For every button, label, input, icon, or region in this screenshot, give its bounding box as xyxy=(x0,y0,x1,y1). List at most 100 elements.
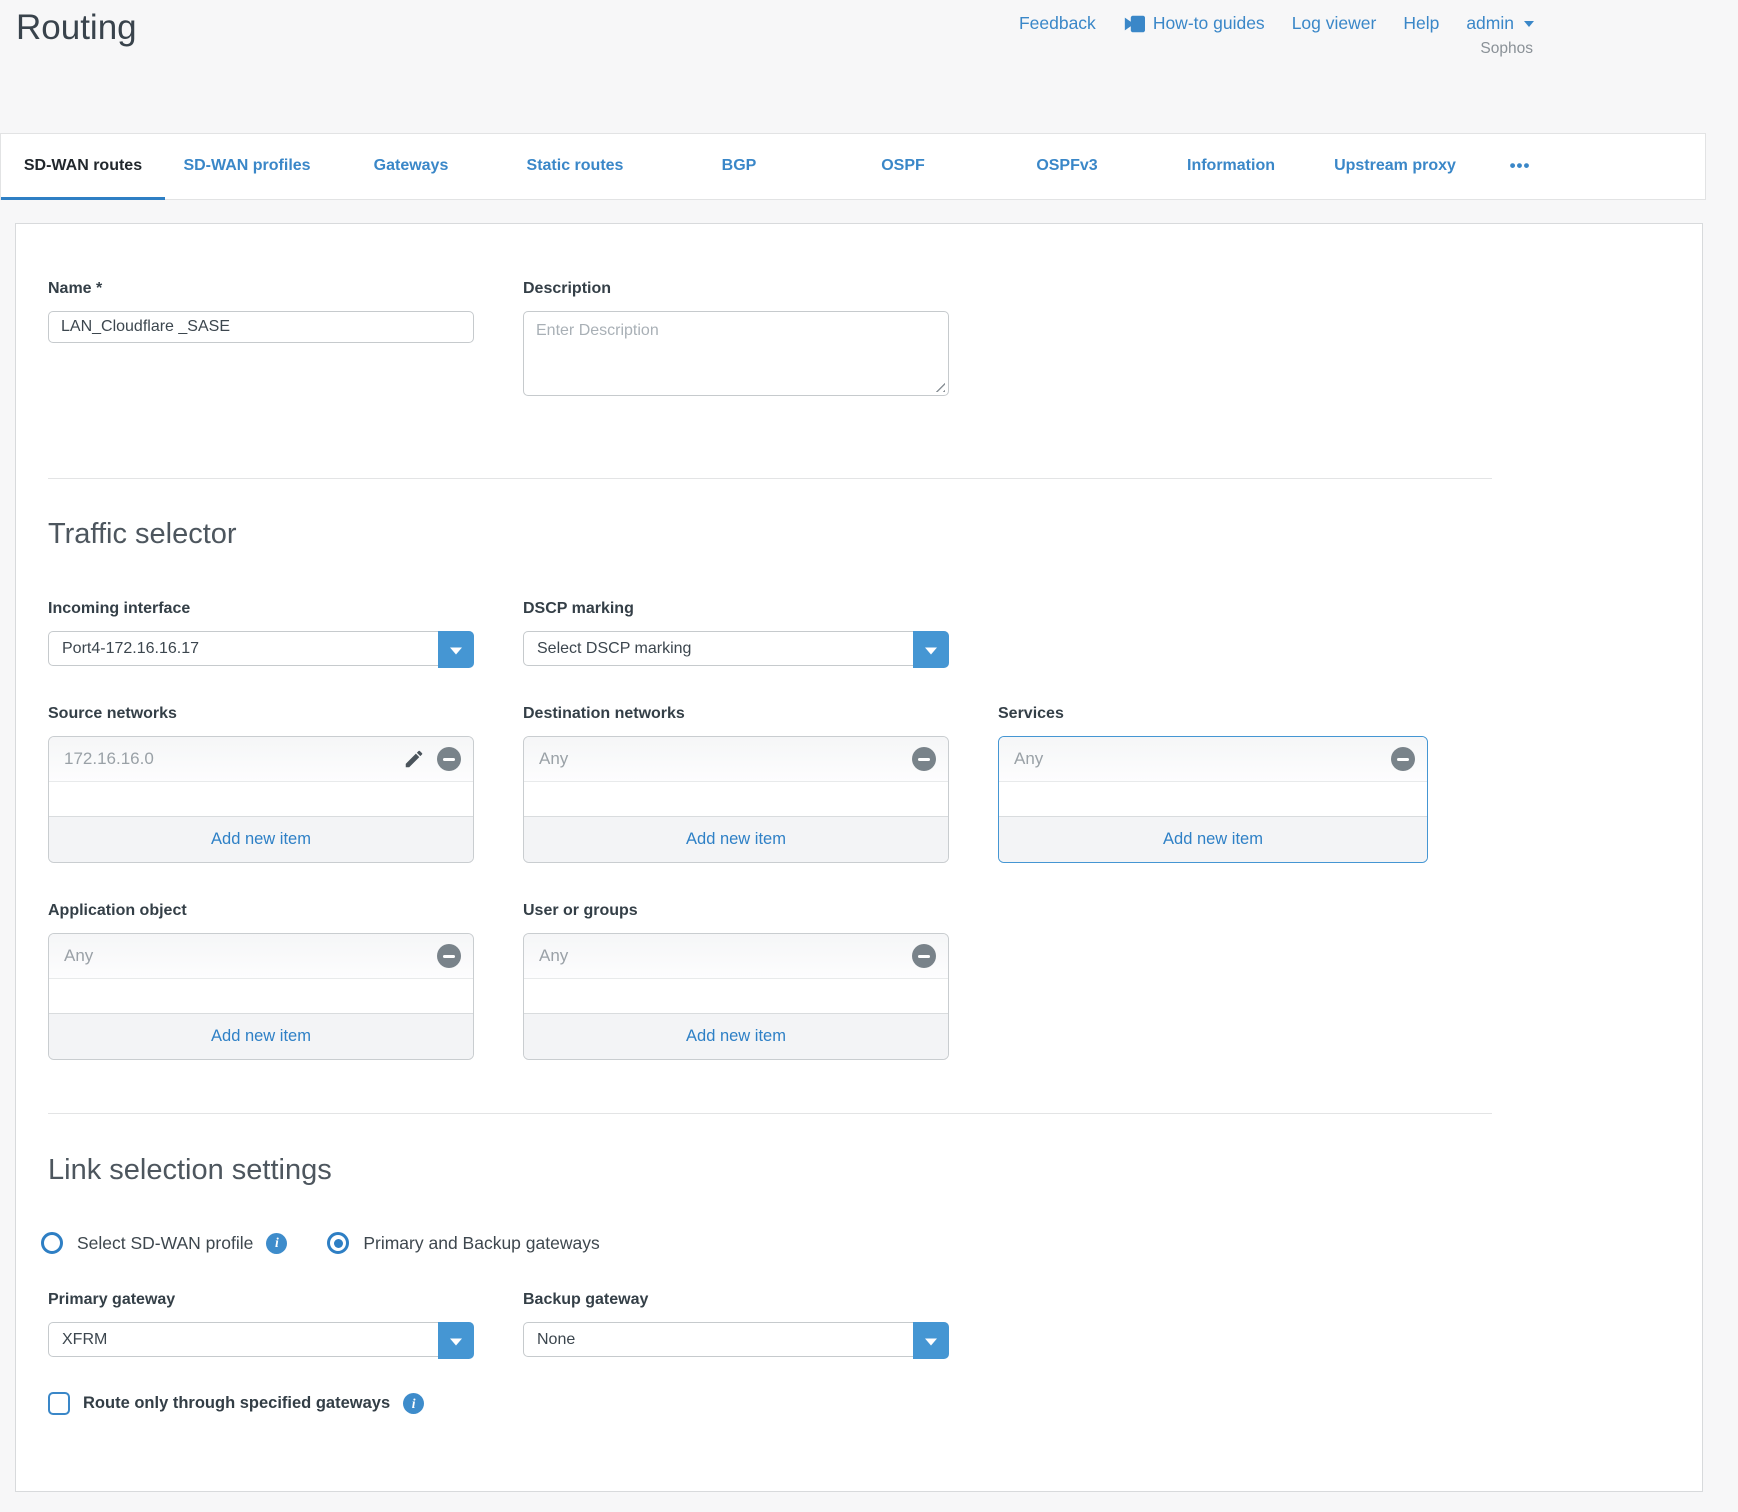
info-icon[interactable]: i xyxy=(403,1393,425,1414)
videocam-icon xyxy=(1123,15,1145,33)
log-viewer-label: Log viewer xyxy=(1291,13,1377,33)
chevron-down-icon[interactable] xyxy=(913,631,949,668)
route-only-label: Route only through specified gateways xyxy=(83,1394,391,1412)
dscp-marking-label: DSCP marking xyxy=(523,600,634,617)
route-only-row: Route only through specified gateways i xyxy=(48,1392,1670,1415)
backup-gateway-label: Backup gateway xyxy=(523,1291,649,1308)
add-new-item-button[interactable]: Add new item xyxy=(49,1013,473,1059)
remove-icon[interactable] xyxy=(912,747,936,771)
select-sdwan-profile-option[interactable]: Select SD-WAN profile i xyxy=(41,1232,288,1254)
tab-more-menu[interactable]: ••• xyxy=(1509,156,1531,175)
destination-networks-box: Any Add new item xyxy=(523,736,949,863)
remove-icon[interactable] xyxy=(437,944,461,968)
list-item: 172.16.16.0 xyxy=(49,737,473,782)
source-networks-label: Source networks xyxy=(48,705,177,722)
admin-menu[interactable]: admin xyxy=(1466,13,1534,34)
name-label: Name * xyxy=(48,280,103,297)
primary-backup-gateways-label: Primary and Backup gateways xyxy=(363,1232,600,1253)
page-header: Routing Feedback How-to guides Log viewe… xyxy=(0,0,1738,133)
user-or-groups-label: User or groups xyxy=(523,902,638,919)
section-divider xyxy=(48,478,1492,479)
list-empty-area xyxy=(49,979,473,1013)
list-item: Any xyxy=(999,737,1427,782)
list-item-label: Any xyxy=(1014,749,1044,768)
list-item: Any xyxy=(524,934,948,979)
tab-gateways[interactable]: Gateways xyxy=(373,157,449,174)
description-textarea[interactable] xyxy=(523,311,949,396)
edit-icon[interactable] xyxy=(403,748,425,770)
primary-backup-gateways-option[interactable]: Primary and Backup gateways xyxy=(327,1232,600,1254)
brand-label: Sophos xyxy=(1480,40,1533,57)
remove-icon[interactable] xyxy=(437,747,461,771)
help-label: Help xyxy=(1403,13,1440,33)
user-or-groups-box: Any Add new item xyxy=(523,933,949,1060)
backup-gateway-value: None xyxy=(537,1331,576,1348)
page-title: Routing xyxy=(16,8,137,47)
destination-networks-label: Destination networks xyxy=(523,705,685,722)
admin-menu-label: admin xyxy=(1466,13,1514,33)
radio-unselected-icon[interactable] xyxy=(41,1232,63,1254)
info-icon[interactable]: i xyxy=(266,1232,288,1254)
traffic-selector-heading: Traffic selector xyxy=(48,518,237,550)
how-to-guides-label: How-to guides xyxy=(1152,13,1265,33)
tab-ospfv3[interactable]: OSPFv3 xyxy=(1036,157,1098,174)
incoming-interface-label: Incoming interface xyxy=(48,600,191,617)
chevron-down-icon[interactable] xyxy=(913,1322,949,1359)
link-selection-radio-row: Select SD-WAN profile i Primary and Back… xyxy=(41,1232,1670,1254)
tab-static-routes[interactable]: Static routes xyxy=(526,157,624,174)
caret-down-icon xyxy=(1524,20,1534,27)
backup-gateway-select[interactable]: None xyxy=(523,1322,949,1359)
source-networks-box: 172.16.16.0 Add new item xyxy=(48,736,474,863)
dscp-marking-select[interactable]: Select DSCP marking xyxy=(523,631,949,668)
chevron-down-icon[interactable] xyxy=(438,631,474,668)
dscp-marking-value: Select DSCP marking xyxy=(537,640,692,657)
tab-information[interactable]: Information xyxy=(1187,157,1275,174)
services-label: Services xyxy=(998,705,1064,722)
list-item-label: Any xyxy=(64,946,94,965)
link-selection-heading: Link selection settings xyxy=(48,1154,332,1186)
tab-bgp[interactable]: BGP xyxy=(721,157,757,174)
list-empty-area xyxy=(49,782,473,816)
header-links: Feedback How-to guides Log viewer Help a… xyxy=(1019,13,1534,34)
list-item: Any xyxy=(49,934,473,979)
tab-bar: SD-WAN routes SD-WAN profiles Gateways Stat… xyxy=(0,133,1706,200)
description-label: Description xyxy=(523,280,612,297)
feedback-link[interactable]: Feedback xyxy=(1019,13,1096,34)
chevron-down-icon[interactable] xyxy=(438,1322,474,1359)
application-object-label: Application object xyxy=(48,902,187,919)
radio-selected-icon[interactable] xyxy=(327,1232,350,1254)
tab-upstream-proxy[interactable]: Upstream proxy xyxy=(1334,157,1456,174)
list-item-label: Any xyxy=(539,749,569,768)
name-input[interactable] xyxy=(48,311,474,343)
incoming-interface-select[interactable]: Port4-172.16.16.17 xyxy=(48,631,474,668)
primary-gateway-label: Primary gateway xyxy=(48,1291,176,1308)
tab-ospf[interactable]: OSPF xyxy=(881,157,925,174)
services-box: Any Add new item xyxy=(998,736,1428,863)
list-empty-area xyxy=(524,782,948,816)
section-divider xyxy=(48,1113,1492,1114)
sd-wan-route-form: Name * Description Traffic selector Inco… xyxy=(15,223,1703,1492)
log-viewer-link[interactable]: Log viewer xyxy=(1292,13,1377,34)
tab-sd-wan-routes[interactable]: SD-WAN routes xyxy=(1,134,165,200)
add-new-item-button[interactable]: Add new item xyxy=(999,816,1427,862)
tab-sd-wan-profiles[interactable]: SD-WAN profiles xyxy=(183,157,311,174)
list-item-label: Any xyxy=(539,946,569,965)
list-empty-area xyxy=(524,979,948,1013)
list-empty-area xyxy=(999,782,1427,816)
list-item-label: 172.16.16.0 xyxy=(64,749,154,768)
route-only-checkbox[interactable] xyxy=(48,1392,70,1415)
remove-icon[interactable] xyxy=(912,944,936,968)
primary-gateway-value: XFRM xyxy=(62,1331,108,1348)
help-link[interactable]: Help xyxy=(1403,13,1439,34)
list-item: Any xyxy=(524,737,948,782)
incoming-interface-value: Port4-172.16.16.17 xyxy=(62,640,199,657)
remove-icon[interactable] xyxy=(1391,747,1415,771)
primary-gateway-select[interactable]: XFRM xyxy=(48,1322,474,1359)
add-new-item-button[interactable]: Add new item xyxy=(49,816,473,862)
application-object-box: Any Add new item xyxy=(48,933,474,1060)
add-new-item-button[interactable]: Add new item xyxy=(524,816,948,862)
how-to-guides-link[interactable]: How-to guides xyxy=(1123,13,1265,34)
add-new-item-button[interactable]: Add new item xyxy=(524,1013,948,1059)
select-sdwan-profile-label: Select SD-WAN profile xyxy=(77,1232,254,1253)
feedback-link-label: Feedback xyxy=(1018,13,1096,33)
